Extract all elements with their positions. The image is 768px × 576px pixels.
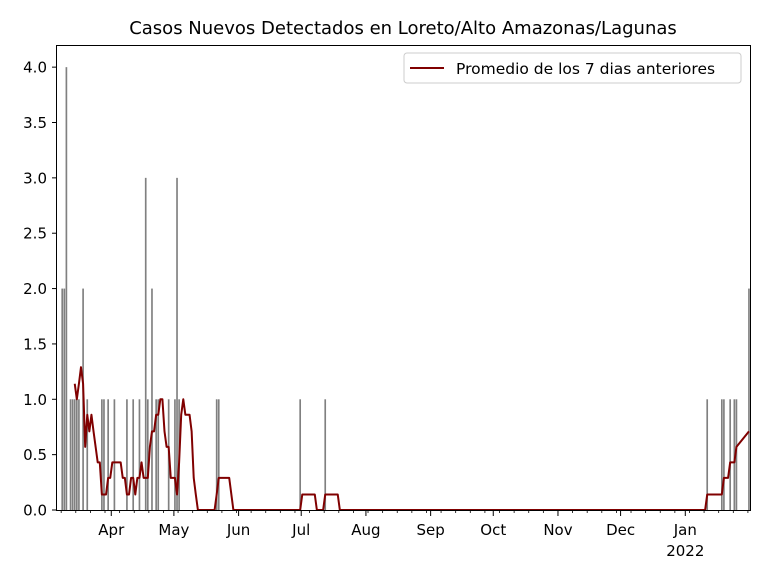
x-tick-label: Apr bbox=[98, 521, 125, 539]
bar bbox=[748, 288, 750, 510]
bar bbox=[151, 288, 153, 510]
bar bbox=[71, 399, 74, 510]
line-series bbox=[73, 366, 750, 511]
bar bbox=[215, 399, 218, 510]
bar bbox=[61, 288, 64, 510]
bar bbox=[101, 399, 103, 510]
x-tick-label: Dec bbox=[606, 521, 635, 539]
bar bbox=[75, 399, 78, 510]
bar bbox=[174, 399, 176, 510]
x-tick-label: Oct bbox=[480, 521, 506, 539]
bar bbox=[735, 399, 738, 510]
bar bbox=[138, 399, 141, 510]
bar bbox=[723, 399, 725, 510]
bar bbox=[78, 399, 80, 510]
legend-label: Promedio de los 7 dias anteriores bbox=[456, 60, 715, 78]
bar bbox=[65, 67, 68, 510]
bar bbox=[86, 399, 89, 510]
bar bbox=[63, 288, 66, 510]
legend-box bbox=[403, 52, 742, 84]
y-tick-label: 1.5 bbox=[23, 335, 47, 353]
x-tick-label: May bbox=[158, 521, 189, 539]
y-tick-label: 0.5 bbox=[23, 446, 47, 464]
bar bbox=[176, 177, 178, 511]
bar bbox=[144, 177, 147, 511]
x-tick-sublabel: 2022 bbox=[666, 542, 704, 560]
bar bbox=[299, 399, 302, 510]
y-tick-label: 2.5 bbox=[23, 225, 47, 243]
y-tick-label: 3.0 bbox=[23, 169, 47, 187]
x-axis: Apr May Jun Jul Aug Sep Oct Nov Dec Jan 2022 bbox=[60, 510, 749, 560]
bar bbox=[706, 399, 709, 510]
bar bbox=[146, 399, 149, 510]
y-axis: 0.0 0.5 1.0 1.5 2.0 2.5 3.0 3.5 4.0 bbox=[23, 59, 57, 520]
bar bbox=[69, 399, 72, 510]
bar bbox=[107, 399, 109, 510]
bar-series bbox=[61, 67, 750, 511]
y-tick-label: 1.0 bbox=[23, 391, 47, 409]
bar bbox=[733, 399, 736, 510]
moving-average-line bbox=[73, 366, 750, 511]
bar bbox=[720, 399, 723, 510]
x-tick-label: Jun bbox=[226, 521, 250, 539]
legend: Promedio de los 7 dias anteriores bbox=[403, 52, 742, 84]
bar bbox=[324, 399, 327, 510]
bar bbox=[729, 399, 732, 510]
bar bbox=[103, 399, 105, 510]
bar bbox=[126, 399, 128, 510]
y-tick-label: 2.0 bbox=[23, 280, 47, 298]
bar bbox=[132, 399, 135, 510]
x-tick-label: Nov bbox=[543, 521, 572, 539]
x-tick-label: Sep bbox=[416, 521, 444, 539]
bar bbox=[155, 399, 157, 510]
y-tick-label: 0.0 bbox=[23, 502, 47, 520]
bar bbox=[73, 399, 76, 510]
bar bbox=[217, 399, 220, 510]
bar bbox=[113, 399, 116, 510]
x-tick-label: Jan bbox=[673, 521, 697, 539]
x-tick-label: Aug bbox=[351, 521, 380, 539]
plot-frame bbox=[56, 45, 751, 511]
y-tick-label: 3.5 bbox=[23, 114, 47, 132]
chart-title: Casos Nuevos Detectados en Loreto/Alto A… bbox=[129, 18, 677, 39]
bar bbox=[157, 399, 160, 510]
x-tick-label: Jul bbox=[291, 521, 310, 539]
y-tick-label: 4.0 bbox=[23, 59, 47, 77]
